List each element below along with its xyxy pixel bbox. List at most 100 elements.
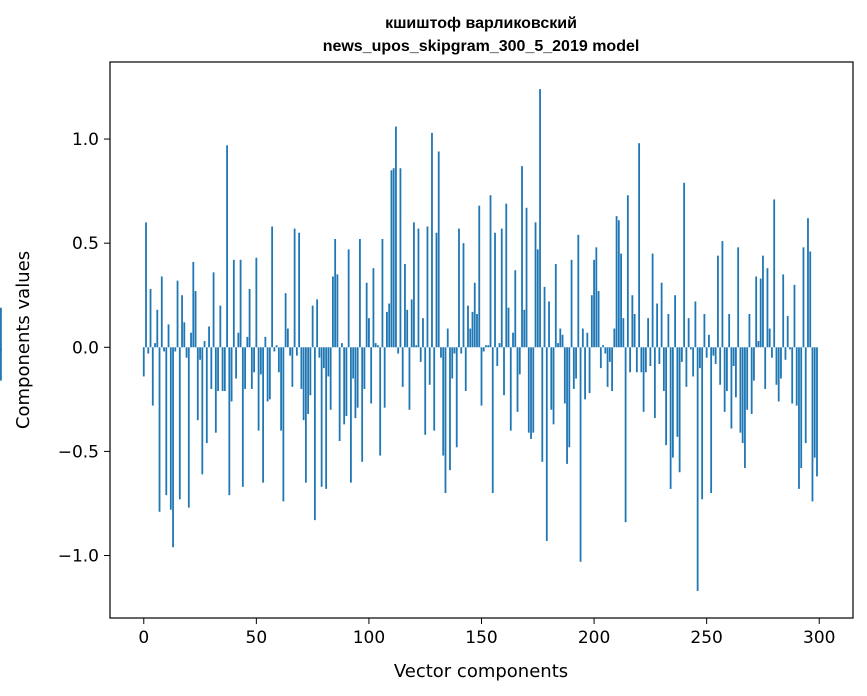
x-tick-label: 200 xyxy=(578,628,610,648)
bar xyxy=(539,89,541,348)
bar xyxy=(764,347,767,389)
bar xyxy=(172,347,174,548)
bar xyxy=(338,347,341,441)
bar xyxy=(163,347,165,352)
chart-title-line-1: кшиштоф варликовский xyxy=(385,15,577,32)
bar xyxy=(699,347,701,369)
bar xyxy=(208,326,210,348)
bar xyxy=(723,347,726,412)
bar xyxy=(298,232,301,348)
bar xyxy=(214,347,217,433)
x-axis-label: Vector components xyxy=(394,661,568,682)
bar xyxy=(210,347,213,389)
bar xyxy=(194,291,197,348)
bar xyxy=(291,347,294,387)
bar xyxy=(572,347,575,389)
bar xyxy=(293,228,296,348)
bar xyxy=(705,347,708,358)
bar xyxy=(383,347,386,408)
bar xyxy=(241,347,244,487)
bar xyxy=(757,341,760,348)
bar xyxy=(777,347,780,402)
bar xyxy=(768,328,771,348)
bar xyxy=(286,328,289,348)
bar xyxy=(239,259,242,348)
bar xyxy=(332,276,334,348)
bar xyxy=(219,305,222,348)
chart-title-line-2: news_upos_skipgram_300_5_2019 model xyxy=(323,38,640,55)
x-tick-label: 250 xyxy=(690,628,722,648)
y-tick-label: 1.0 xyxy=(72,130,99,150)
bar xyxy=(692,347,695,377)
bar xyxy=(737,247,740,348)
bar xyxy=(273,347,276,352)
bar xyxy=(494,232,496,348)
bar xyxy=(689,347,692,350)
y-tick-label: −1.0 xyxy=(58,547,99,567)
bar xyxy=(426,226,429,348)
bar xyxy=(176,280,179,348)
bar xyxy=(190,332,192,348)
bar xyxy=(253,347,255,373)
bar xyxy=(813,347,816,458)
bar xyxy=(212,272,215,348)
bar xyxy=(0,307,2,348)
bar xyxy=(559,328,562,348)
bar xyxy=(419,347,422,362)
bar xyxy=(644,347,647,373)
bar xyxy=(192,261,195,348)
bar xyxy=(248,288,251,348)
bar xyxy=(345,347,348,417)
bar xyxy=(165,347,168,496)
bar xyxy=(473,282,476,348)
bar xyxy=(370,347,373,404)
bar xyxy=(624,347,627,523)
bar xyxy=(599,347,602,369)
bar xyxy=(388,303,391,348)
bar xyxy=(687,318,690,348)
bar xyxy=(802,247,805,348)
bar xyxy=(732,347,735,367)
bar xyxy=(280,347,283,431)
bar xyxy=(374,343,377,348)
bar xyxy=(359,239,361,348)
bar xyxy=(221,347,224,392)
bar xyxy=(167,324,170,348)
bar xyxy=(410,299,413,348)
bar xyxy=(266,347,269,402)
bar xyxy=(336,274,339,348)
bar xyxy=(717,255,719,348)
bar xyxy=(431,132,433,348)
bar xyxy=(223,347,226,392)
bar xyxy=(608,347,611,362)
bar xyxy=(460,347,463,354)
bar xyxy=(550,347,553,410)
bar xyxy=(185,347,188,358)
x-tick-label: 100 xyxy=(353,628,385,648)
bar xyxy=(685,347,688,387)
bar xyxy=(638,143,641,348)
bar xyxy=(181,295,183,348)
bar xyxy=(467,305,469,348)
bar xyxy=(232,259,235,348)
bar xyxy=(325,347,328,489)
bar xyxy=(217,347,219,392)
bar xyxy=(620,253,622,348)
bar xyxy=(611,347,613,392)
x-tick-label: 150 xyxy=(465,628,497,648)
bar xyxy=(469,328,472,348)
bar xyxy=(309,347,312,396)
bar xyxy=(313,347,316,521)
bar xyxy=(350,347,352,483)
bar xyxy=(365,282,368,348)
bar xyxy=(437,151,440,348)
bar xyxy=(577,234,580,348)
bar xyxy=(726,347,728,392)
bar xyxy=(570,259,573,348)
bar xyxy=(793,284,796,348)
bar xyxy=(516,347,519,412)
bar xyxy=(496,347,499,367)
bar xyxy=(753,347,755,381)
bar xyxy=(523,309,526,348)
bar xyxy=(811,347,814,502)
